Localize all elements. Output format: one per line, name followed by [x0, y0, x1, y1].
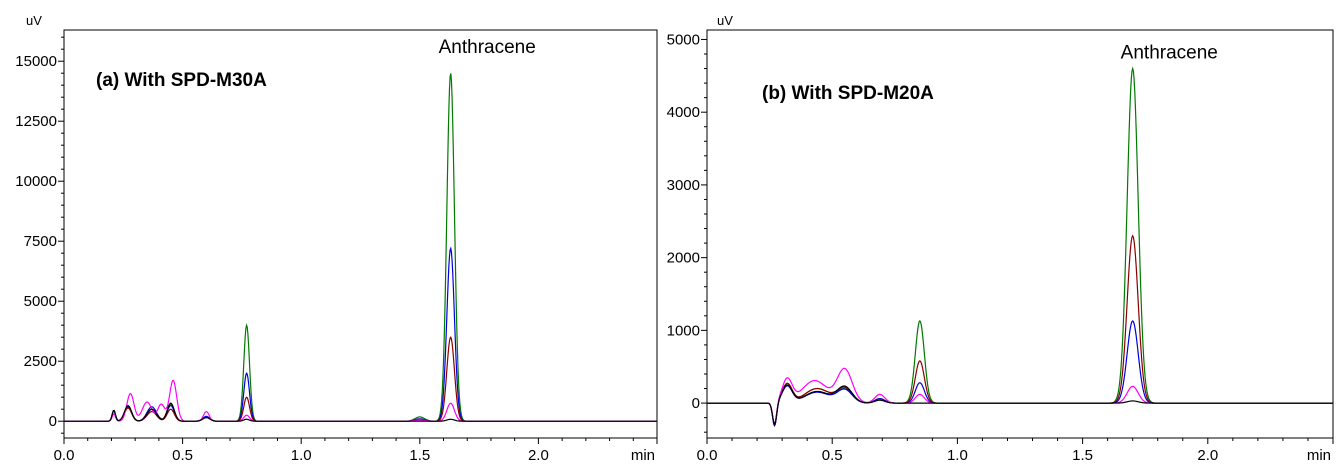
y-tick-label: 0 — [49, 413, 57, 430]
plot-frame — [63, 29, 658, 439]
y-axis-unit: uV — [26, 13, 42, 28]
plot-frame — [706, 29, 1334, 439]
peak-annotation: Anthracene — [1121, 43, 1218, 64]
chart-title: (b) With SPD-M20A — [762, 83, 934, 104]
series-line-0 — [64, 73, 657, 422]
y-tick-label: 7500 — [24, 233, 57, 250]
peak-annotation: Anthracene — [439, 37, 536, 58]
x-tick-label: 1.0 — [291, 447, 312, 464]
y-tick-label: 5000 — [24, 293, 57, 310]
chart-panel-0: 0.0 0.5 1.0 1.5 2.0 min 0 2500 5000 7500 10000 1250… — [15, 13, 658, 464]
y-tick-label: 2500 — [24, 353, 57, 370]
x-axis-unit: min — [1307, 447, 1331, 464]
series-line-2 — [707, 320, 1333, 427]
series-line-4 — [64, 402, 657, 422]
y-tick-label: 3000 — [667, 177, 700, 194]
x-tick-label: 1.0 — [947, 447, 968, 464]
y-tick-label: 10000 — [15, 173, 57, 190]
y-tick-label: 5000 — [667, 31, 700, 48]
x-axis-unit: min — [631, 447, 655, 464]
series-line-2 — [64, 336, 657, 422]
y-axis-unit: uV — [717, 13, 733, 28]
x-tick-label: 1.5 — [409, 447, 430, 464]
series-line-1 — [64, 246, 657, 422]
series-line-3 — [64, 379, 657, 422]
x-tick-label: 0.0 — [54, 447, 75, 464]
chart-title: (a) With SPD-M30A — [96, 70, 267, 91]
x-tick-label: 2.0 — [1197, 447, 1218, 464]
x-tick-label: 0.5 — [822, 447, 843, 464]
x-tick-label: 2.0 — [528, 447, 549, 464]
y-tick-label: 1000 — [667, 322, 700, 339]
series-line-4 — [707, 384, 1333, 426]
x-tick-label: 0.5 — [172, 447, 193, 464]
y-tick-label: 15000 — [15, 53, 57, 70]
y-tick-label: 0 — [692, 395, 700, 412]
x-tick-label: 0.0 — [697, 447, 718, 464]
series-line-1 — [707, 234, 1333, 427]
x-tick-label: 1.5 — [1072, 447, 1093, 464]
chart-panel-1: 0.0 0.5 1.0 1.5 2.0 min 0 1000 2000 3000 4000 5000 u… — [667, 13, 1334, 464]
y-tick-label: 2000 — [667, 250, 700, 267]
series-line-0 — [707, 66, 1333, 427]
y-tick-label: 12500 — [15, 113, 57, 130]
y-tick-label: 4000 — [667, 104, 700, 121]
